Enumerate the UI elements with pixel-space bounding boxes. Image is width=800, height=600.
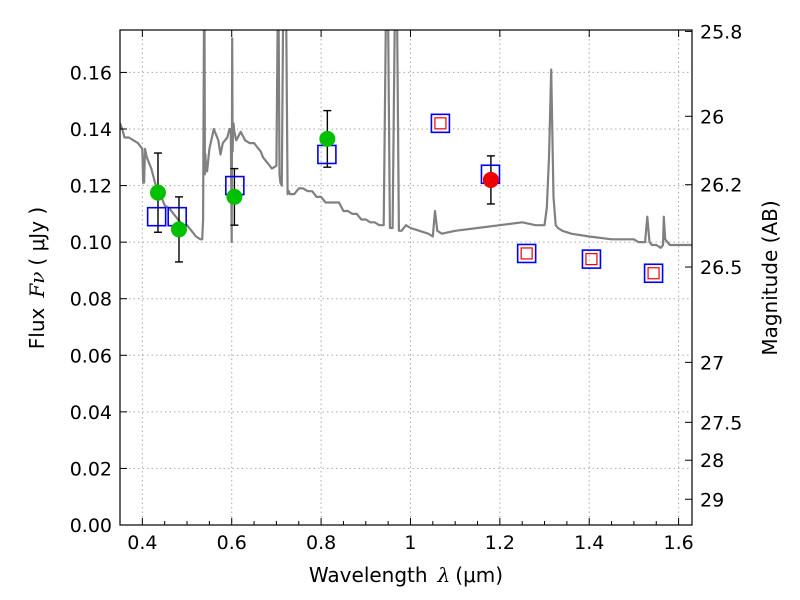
y2-tick-label: 25.8 bbox=[700, 21, 742, 43]
x-tick-label: 0.6 bbox=[217, 532, 247, 554]
grid bbox=[120, 30, 692, 525]
y-tick-label: 0.02 bbox=[70, 458, 112, 480]
y2-tick-label: 26.2 bbox=[700, 175, 742, 197]
synthetic-square bbox=[643, 263, 664, 284]
x-tick-label: 1.6 bbox=[663, 532, 693, 554]
y2-axis-label: Magnitude (AB) bbox=[758, 200, 782, 355]
x-tick-label: 1 bbox=[404, 532, 416, 554]
y-tick-label: 0.12 bbox=[70, 176, 112, 198]
x-tick-label: 1.2 bbox=[485, 532, 515, 554]
synthetic-inner-square bbox=[520, 247, 533, 260]
x-axis-label: Wavelength λ (μm) bbox=[309, 563, 503, 587]
y2-tick-label: 28 bbox=[700, 450, 724, 472]
x-tick-label: 0.4 bbox=[127, 532, 157, 554]
model-spectrum-line bbox=[120, 30, 692, 249]
y-tick-label: 0.04 bbox=[70, 402, 112, 424]
synthetic-square bbox=[581, 249, 602, 269]
observed-point-highlight bbox=[482, 171, 499, 188]
y-axis-label: FluxFν( μJy ) bbox=[25, 207, 49, 349]
synthetic-inner-square bbox=[434, 117, 447, 130]
y2-tick-label: 26.5 bbox=[700, 257, 742, 279]
observed-photometry-layer bbox=[149, 130, 499, 238]
synthetic-square bbox=[516, 243, 537, 264]
x-tick-label: 1.4 bbox=[574, 532, 604, 554]
y-tick-label: 0.00 bbox=[70, 515, 112, 537]
observed-point bbox=[319, 130, 336, 147]
observed-point bbox=[149, 184, 166, 201]
plot-frame bbox=[119, 29, 693, 526]
synthetic-square bbox=[146, 206, 167, 227]
y2-tick-label: 27 bbox=[700, 352, 724, 374]
model-spectrum-layer bbox=[120, 30, 692, 249]
y-tick-label: 0.08 bbox=[70, 289, 112, 311]
y2-tick-label: 26 bbox=[700, 106, 724, 128]
observed-point bbox=[170, 221, 187, 238]
synthetic-inner-square bbox=[585, 253, 598, 266]
observed-point bbox=[226, 188, 243, 205]
y2-tick-label: 29 bbox=[700, 489, 724, 511]
axis-ticks: 0.4 0.6 0.8 1 1.2 1.4 1.6 0.00 0.02 0.04 0.06 0.08 0… bbox=[70, 21, 743, 554]
synthetic-square bbox=[430, 113, 451, 134]
y-tick-label: 0.16 bbox=[70, 62, 112, 84]
y-tick-label: 0.06 bbox=[70, 345, 112, 367]
y2-tick-label: 27.5 bbox=[700, 412, 742, 434]
x-tick-label: 0.8 bbox=[306, 532, 336, 554]
y-tick-label: 0.14 bbox=[70, 119, 112, 141]
y-tick-label: 0.10 bbox=[70, 232, 112, 254]
synthetic-inner-square bbox=[647, 267, 660, 280]
